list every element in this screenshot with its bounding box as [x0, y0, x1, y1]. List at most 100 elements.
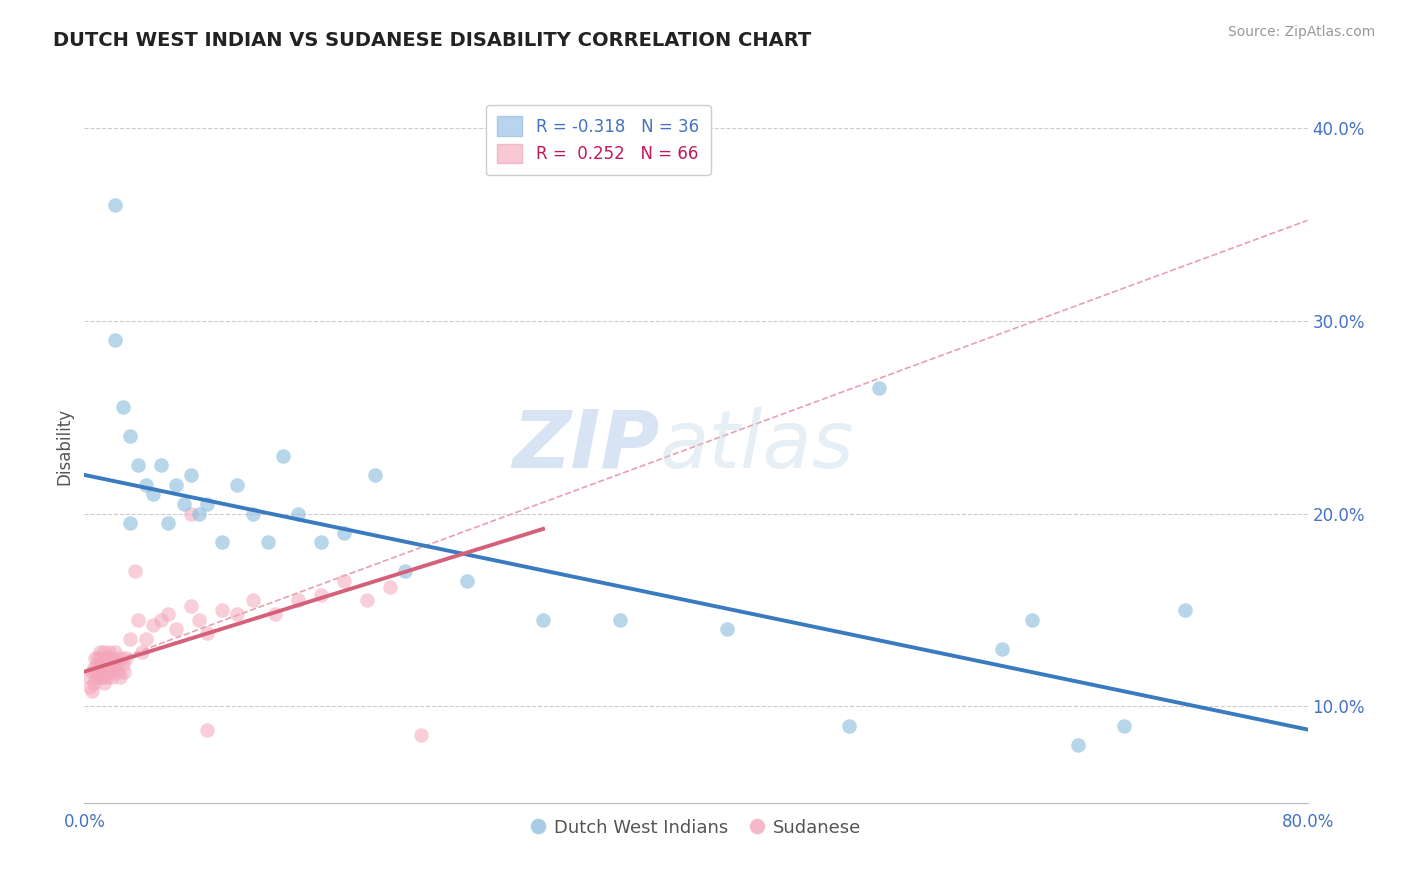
- Point: [242, 507, 264, 521]
- Point: [157, 607, 180, 621]
- Point: [264, 607, 287, 621]
- Point: [394, 565, 416, 579]
- Point: [98, 651, 121, 665]
- Point: [364, 467, 387, 482]
- Text: DUTCH WEST INDIAN VS SUDANESE DISABILITY CORRELATION CHART: DUTCH WEST INDIAN VS SUDANESE DISABILITY…: [53, 31, 811, 50]
- Point: [80, 665, 103, 679]
- Point: [165, 622, 187, 636]
- Point: [110, 651, 132, 665]
- Point: [104, 661, 127, 675]
- Point: [87, 665, 110, 679]
- Point: [609, 613, 631, 627]
- Point: [89, 657, 111, 671]
- Point: [242, 593, 264, 607]
- Point: [101, 657, 124, 671]
- Point: [135, 477, 157, 491]
- Point: [211, 603, 233, 617]
- Point: [112, 665, 135, 679]
- Point: [531, 613, 554, 627]
- Point: [226, 607, 249, 621]
- Point: [84, 665, 107, 679]
- Point: [89, 670, 111, 684]
- Point: [1114, 719, 1136, 733]
- Point: [356, 593, 378, 607]
- Point: [93, 661, 115, 675]
- Point: [188, 507, 211, 521]
- Point: [149, 613, 172, 627]
- Point: [86, 657, 108, 671]
- Point: [84, 651, 107, 665]
- Point: [90, 651, 112, 665]
- Point: [165, 477, 187, 491]
- Point: [120, 632, 142, 646]
- Point: [333, 574, 356, 588]
- Point: [180, 599, 202, 613]
- Point: [103, 651, 125, 665]
- Point: [127, 613, 149, 627]
- Point: [114, 651, 136, 665]
- Point: [333, 525, 356, 540]
- Point: [380, 580, 402, 594]
- Point: [271, 449, 294, 463]
- Point: [195, 497, 218, 511]
- Point: [83, 676, 105, 690]
- Point: [716, 622, 738, 636]
- Point: [105, 657, 128, 671]
- Point: [104, 645, 127, 659]
- Point: [98, 665, 121, 679]
- Point: [93, 645, 115, 659]
- Point: [135, 632, 157, 646]
- Point: [104, 198, 127, 212]
- Point: [86, 670, 108, 684]
- Point: [1067, 738, 1090, 752]
- Point: [157, 516, 180, 530]
- Text: atlas: atlas: [659, 407, 853, 485]
- Point: [108, 670, 131, 684]
- Point: [257, 535, 280, 549]
- Point: [124, 565, 146, 579]
- Point: [287, 507, 309, 521]
- Point: [456, 574, 478, 588]
- Text: ZIP: ZIP: [512, 407, 659, 485]
- Point: [195, 626, 218, 640]
- Point: [80, 684, 103, 698]
- Point: [96, 670, 118, 684]
- Point: [869, 381, 891, 395]
- Point: [1021, 613, 1043, 627]
- Y-axis label: Disability: Disability: [55, 408, 73, 484]
- Point: [96, 657, 118, 671]
- Point: [226, 477, 249, 491]
- Point: [104, 333, 127, 347]
- Point: [195, 723, 218, 737]
- Point: [120, 429, 142, 443]
- Point: [180, 507, 202, 521]
- Point: [111, 401, 134, 415]
- Point: [107, 665, 129, 679]
- Point: [127, 458, 149, 473]
- Point: [991, 641, 1014, 656]
- Point: [77, 670, 100, 684]
- Point: [91, 657, 114, 671]
- Point: [79, 680, 101, 694]
- Point: [111, 657, 134, 671]
- Point: [97, 645, 120, 659]
- Point: [94, 665, 117, 679]
- Point: [311, 535, 333, 549]
- Point: [173, 497, 195, 511]
- Point: [93, 676, 115, 690]
- Point: [101, 670, 124, 684]
- Text: Source: ZipAtlas.com: Source: ZipAtlas.com: [1227, 25, 1375, 39]
- Point: [120, 516, 142, 530]
- Point: [180, 467, 202, 482]
- Point: [131, 645, 153, 659]
- Point: [311, 587, 333, 601]
- Point: [838, 719, 860, 733]
- Point: [149, 458, 172, 473]
- Point: [91, 670, 114, 684]
- Point: [90, 665, 112, 679]
- Point: [1174, 603, 1197, 617]
- Point: [97, 661, 120, 675]
- Point: [188, 613, 211, 627]
- Point: [94, 651, 117, 665]
- Point: [287, 593, 309, 607]
